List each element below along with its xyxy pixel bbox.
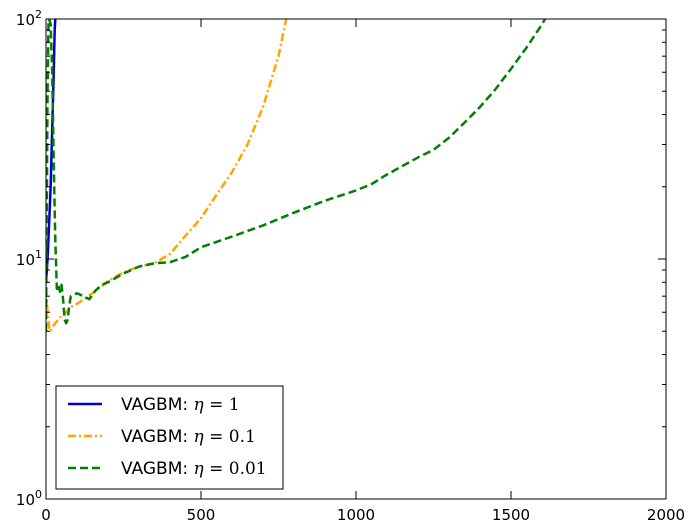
series-layer <box>46 19 547 333</box>
x-tick-label: 1500 <box>492 506 530 524</box>
legend-variable: η <box>194 427 205 447</box>
legend-variable: η <box>194 459 205 479</box>
y-tick-label: 102 <box>16 8 42 29</box>
legend-entry-1: VAGBM: η = 0.1 <box>121 427 256 447</box>
y-tick-exponent: 2 <box>35 8 42 21</box>
series-line-2 <box>46 19 547 332</box>
series-line-1 <box>46 19 288 333</box>
legend-prefix: VAGBM: <box>121 427 194 447</box>
y-tick-exponent: 0 <box>35 488 42 501</box>
y-tick-base: 10 <box>16 11 35 29</box>
legend-prefix: VAGBM: <box>121 459 194 479</box>
x-tick-label: 1000 <box>337 506 375 524</box>
y-tick-exponent: 1 <box>35 248 42 261</box>
x-tick-label: 500 <box>187 506 216 524</box>
x-tick-label: 0 <box>41 506 51 524</box>
series-line-0 <box>46 19 57 283</box>
y-tick-base: 10 <box>16 491 35 509</box>
legend-prefix: VAGBM: <box>121 395 194 415</box>
legend-value: = 1 <box>204 395 240 415</box>
legend-entry-0: VAGBM: η = 1 <box>121 395 240 415</box>
legend-variable: η <box>194 395 205 415</box>
x-tick-label: 2000 <box>647 506 685 524</box>
legend-value: = 0.01 <box>204 459 267 479</box>
y-tick-label: 100 <box>16 488 42 509</box>
y-tick-label: 101 <box>16 248 42 269</box>
y-tick-base: 10 <box>16 251 35 269</box>
legend-value: = 0.1 <box>204 427 256 447</box>
legend-entry-2: VAGBM: η = 0.01 <box>121 459 267 479</box>
